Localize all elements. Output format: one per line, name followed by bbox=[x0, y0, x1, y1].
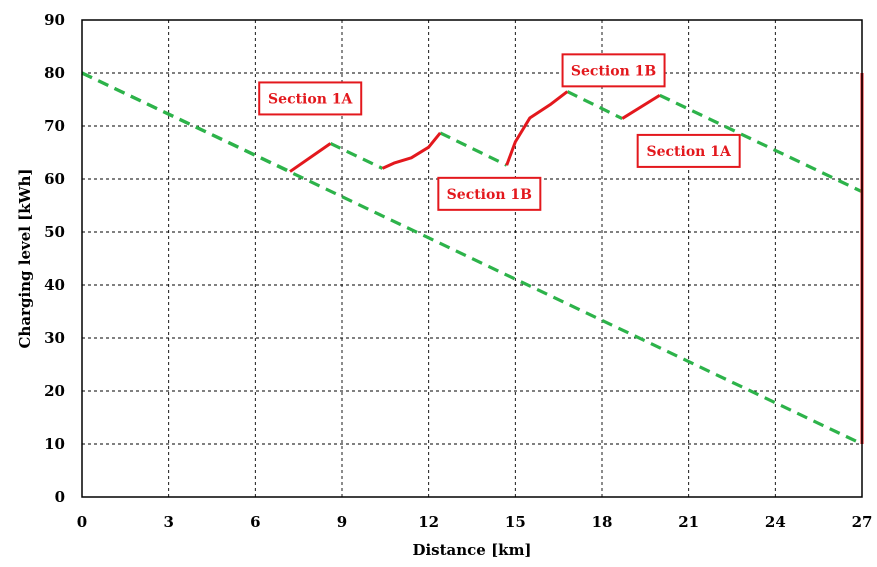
dashed-discharge-line bbox=[439, 131, 508, 167]
dashed-discharge-line bbox=[81, 71, 291, 174]
x-tick-label: 21 bbox=[678, 513, 699, 531]
x-axis-label: Distance [km] bbox=[412, 541, 531, 559]
x-tick-label: 24 bbox=[765, 513, 786, 531]
section-label-text: Section 1A bbox=[268, 91, 353, 107]
y-tick-label: 10 bbox=[44, 435, 65, 453]
y-axis-label: Charging level [kWh] bbox=[16, 168, 34, 348]
section-label-box bbox=[636, 133, 741, 168]
annotations: Section 1A Section 1B Section 1B Section 1A bbox=[258, 53, 741, 211]
dashed-discharge-line bbox=[566, 90, 623, 121]
section-label-box bbox=[561, 53, 666, 88]
section-label-text: Section 1B bbox=[571, 63, 656, 79]
dashed-discharge-line bbox=[659, 93, 863, 194]
y-tick-label: 50 bbox=[44, 223, 65, 241]
y-tick-label: 20 bbox=[44, 382, 65, 400]
tick-labels: 0 3 6 9 12 15 18 21 24 27 0 10 20 30 40 50 60 70 80 90 bbox=[44, 11, 872, 531]
x-tick-label: 6 bbox=[250, 513, 260, 531]
y-tick-label: 90 bbox=[44, 11, 65, 29]
x-tick-label: 0 bbox=[77, 513, 87, 531]
y-tick-label: 0 bbox=[55, 488, 65, 506]
series-layer bbox=[81, 71, 864, 446]
y-tick-label: 80 bbox=[44, 64, 65, 82]
x-tick-label: 9 bbox=[337, 513, 347, 531]
section-label-box bbox=[258, 81, 363, 116]
x-tick-label: 18 bbox=[592, 513, 613, 531]
y-tick-label: 60 bbox=[44, 170, 65, 188]
grid bbox=[82, 20, 862, 497]
solid-charging-line bbox=[505, 90, 569, 166]
x-tick-label: 15 bbox=[505, 513, 526, 531]
y-tick-label: 40 bbox=[44, 276, 65, 294]
x-tick-label: 12 bbox=[418, 513, 439, 531]
section-label-box bbox=[437, 176, 542, 211]
dashed-discharge-line bbox=[329, 142, 384, 170]
plot-frame bbox=[81, 19, 863, 498]
solid-charging-line bbox=[289, 142, 332, 173]
x-tick-label: 3 bbox=[163, 513, 173, 531]
y-tick-label: 30 bbox=[44, 329, 65, 347]
section-label-text: Section 1A bbox=[647, 144, 732, 160]
solid-charging-line bbox=[621, 93, 661, 120]
y-tick-label: 70 bbox=[44, 117, 65, 135]
x-tick-label: 27 bbox=[852, 513, 873, 531]
section-label-text: Section 1B bbox=[447, 187, 532, 203]
solid-charging-line bbox=[381, 131, 442, 170]
